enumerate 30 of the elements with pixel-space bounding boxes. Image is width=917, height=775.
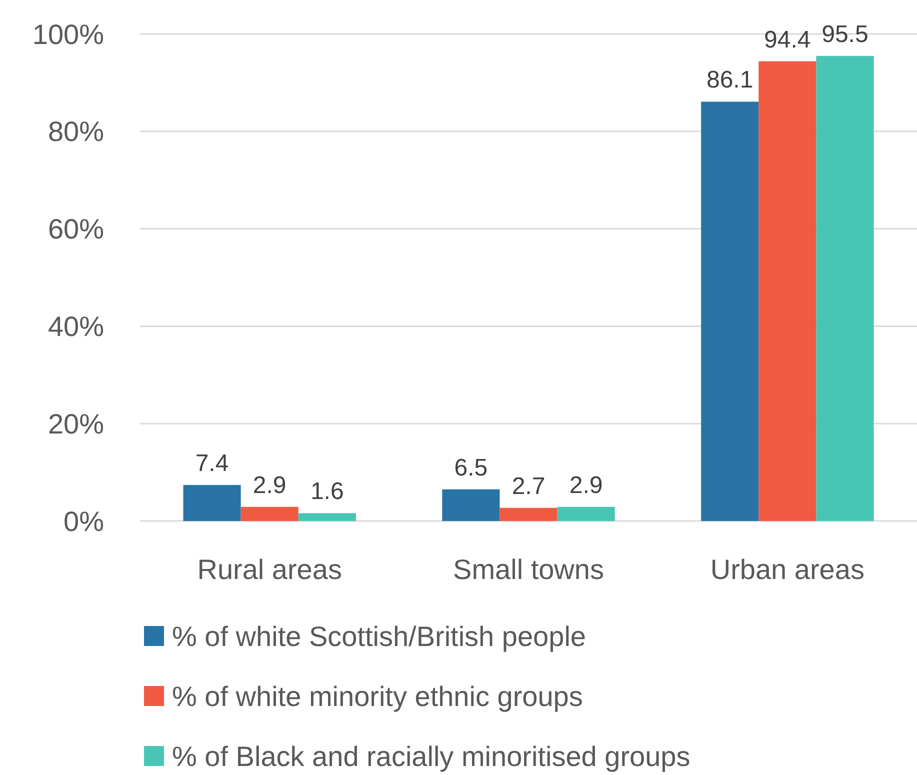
data-label: 2.9 — [252, 472, 286, 499]
bar — [557, 506, 615, 521]
data-label: 86.1 — [706, 66, 754, 94]
data-label: 7.4 — [195, 450, 229, 477]
data-label: 2.7 — [512, 472, 546, 500]
x-tick-label: Small towns — [453, 554, 604, 585]
legend-label: % of Black and racially minoritised groups — [172, 740, 690, 772]
y-tick-label: 20% — [48, 408, 104, 440]
y-tick-label: 40% — [48, 311, 104, 342]
bar — [500, 508, 558, 521]
legend-label: % of white minority ethnic groups — [172, 680, 583, 712]
data-label: 6.5 — [454, 454, 488, 482]
y-tick-label: 100% — [32, 18, 104, 50]
bar — [183, 484, 241, 521]
bar — [240, 506, 298, 521]
x-tick-label: Rural areas — [197, 554, 342, 585]
bar — [758, 61, 816, 521]
y-tick-label: 80% — [48, 116, 104, 148]
bar — [816, 56, 874, 521]
data-label: 2.9 — [569, 472, 603, 499]
y-tick-label: 60% — [48, 214, 104, 245]
data-label: 1.6 — [310, 478, 344, 506]
bar — [442, 489, 500, 521]
y-tick-label: 0% — [64, 506, 104, 537]
bar — [298, 513, 356, 521]
data-label: 94.4 — [764, 26, 811, 54]
data-label: 95.5 — [822, 20, 868, 48]
bar — [701, 102, 759, 521]
legend-label: % of white Scottish/British people — [172, 620, 586, 652]
x-tick-label: Urban areas — [710, 554, 864, 585]
